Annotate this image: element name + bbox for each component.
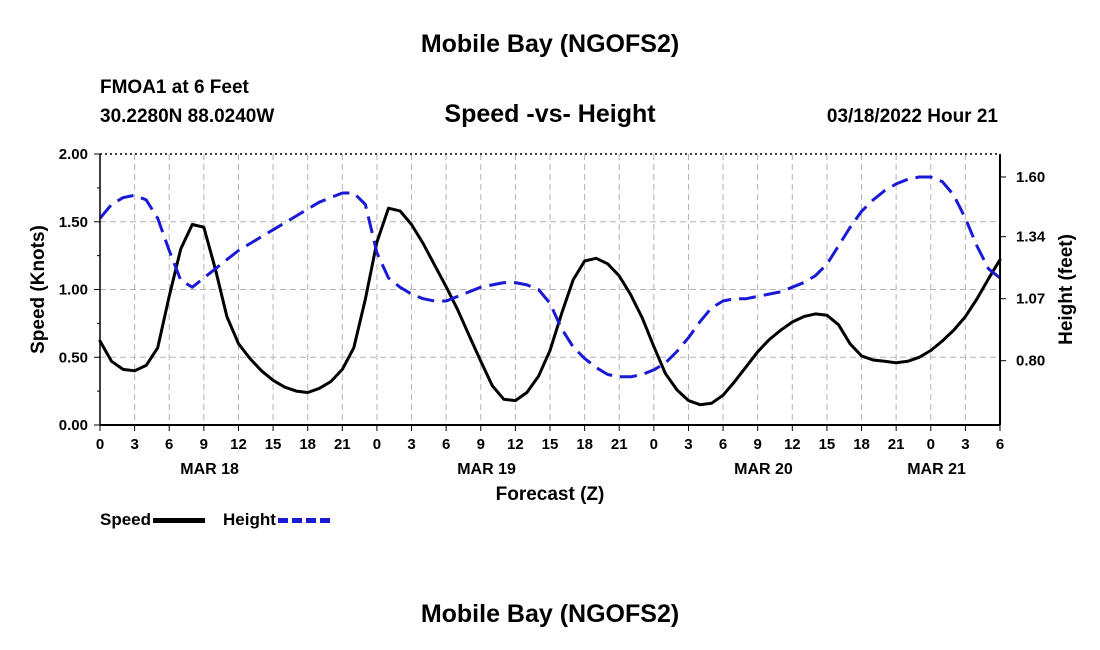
- x-tick-label: 15: [819, 436, 836, 453]
- station-label: FMOA1 at 6 Feet: [100, 77, 249, 98]
- series-line-height: [98, 175, 1001, 379]
- x-tick-label: 0: [96, 436, 104, 453]
- y-right-tick-label: 1.07: [1016, 291, 1045, 308]
- x-day-label: MAR 21: [907, 461, 966, 478]
- legend-item-speed: Speed: [100, 510, 206, 530]
- x-tick-label: 0: [650, 436, 658, 453]
- x-tick-label: 12: [784, 436, 801, 453]
- series-layer: [98, 175, 1002, 407]
- x-tick-label: 6: [165, 436, 173, 453]
- axes: 0 3 6 9 12 15 18 21 0 3 6 9 12 15 18 21 0 3 6 9 12 15 18 21 0 3 6M…: [28, 146, 1077, 505]
- y-left-tick-label: 0.50: [59, 349, 88, 366]
- x-tick-label: 15: [542, 436, 559, 453]
- x-tick-label: 6: [719, 436, 727, 453]
- legend: Speed Height: [100, 509, 348, 531]
- x-tick-label: 9: [477, 436, 485, 453]
- x-tick-label: 21: [888, 436, 905, 453]
- x-tick-label: 3: [130, 436, 138, 453]
- x-tick-label: 6: [996, 436, 1004, 453]
- legend-item-height: Height: [223, 510, 330, 530]
- x-tick-label: 6: [442, 436, 450, 453]
- y-right-tick-label: 1.60: [1016, 169, 1045, 186]
- x-day-label: MAR 19: [457, 461, 516, 478]
- x-tick-label: 3: [407, 436, 415, 453]
- y-left-tick-label: 1.00: [59, 282, 88, 299]
- footer-title: Mobile Bay (NGOFS2): [420, 600, 680, 628]
- legend-speed-label: Speed: [100, 510, 152, 529]
- x-tick-label: 12: [230, 436, 247, 453]
- chart-title: Mobile Bay (NGOFS2): [420, 30, 680, 58]
- x-tick-label: 12: [507, 436, 524, 453]
- y-left-tick-label: 2.00: [59, 146, 88, 163]
- y-left-tick-label: 0.00: [59, 417, 88, 434]
- legend-height-swatch: [277, 517, 330, 523]
- x-tick-label: 21: [334, 436, 351, 453]
- x-tick-label: 21: [611, 436, 628, 453]
- forecast-datetime: 03/18/2022 Hour 21: [826, 106, 998, 127]
- grid: [100, 154, 1000, 425]
- y-right-tick-label: 0.80: [1016, 353, 1045, 370]
- y-right-axis-label: Height (feet): [1056, 234, 1077, 345]
- x-tick-label: 3: [961, 436, 969, 453]
- x-tick-label: 3: [684, 436, 692, 453]
- x-tick-label: 18: [576, 436, 593, 453]
- chart-subtitle: Speed -vs- Height: [444, 100, 656, 128]
- y-right-tick-label: 1.34: [1016, 229, 1046, 246]
- x-tick-label: 15: [265, 436, 282, 453]
- station-coordinates: 30.2280N 88.0240W: [100, 106, 275, 127]
- x-tick-label: 18: [299, 436, 316, 453]
- legend-speed-swatch: [153, 517, 206, 523]
- x-tick-label: 0: [927, 436, 935, 453]
- x-tick-label: 18: [853, 436, 870, 453]
- series-line-speed: [98, 206, 1002, 407]
- y-left-axis-label: Speed (Knots): [28, 225, 49, 354]
- legend-height-label: Height: [223, 510, 276, 529]
- y-left-tick-label: 1.50: [59, 214, 88, 231]
- x-axis-label: Forecast (Z): [496, 484, 605, 505]
- x-tick-label: 0: [373, 436, 381, 453]
- x-day-label: MAR 20: [734, 461, 793, 478]
- x-tick-label: 9: [200, 436, 208, 453]
- x-day-label: MAR 18: [180, 461, 239, 478]
- x-tick-label: 9: [754, 436, 762, 453]
